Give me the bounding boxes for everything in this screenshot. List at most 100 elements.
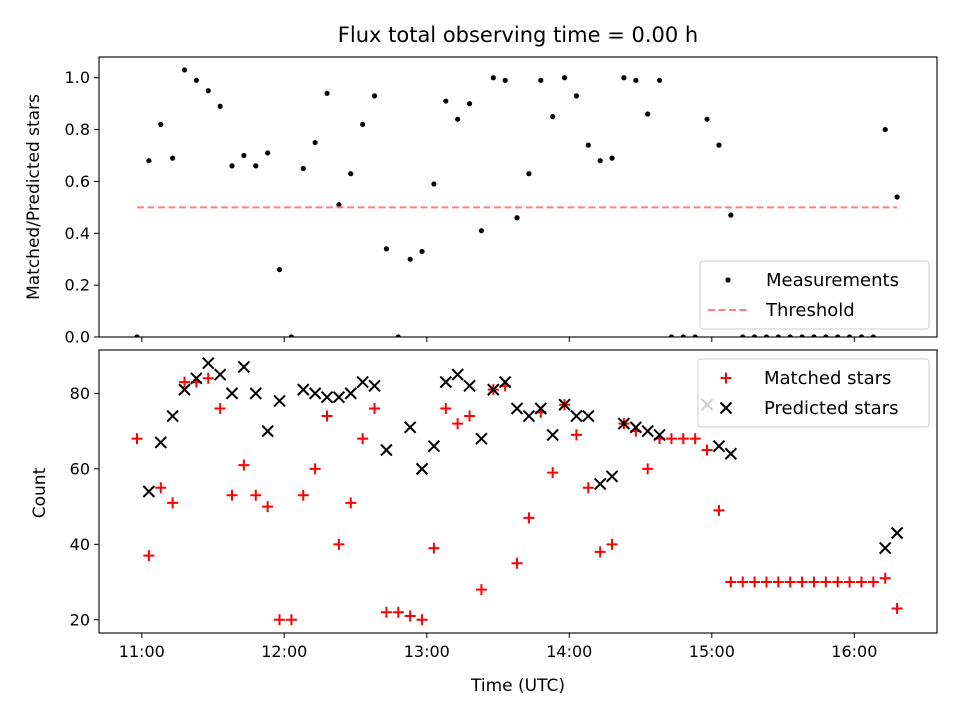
y-tick-label: 60 — [70, 459, 90, 478]
matched-star-marker — [380, 606, 392, 618]
matched-star-marker — [677, 433, 689, 445]
measurement-point — [466, 101, 473, 107]
measurement-point — [217, 103, 223, 109]
matched-star-marker — [665, 433, 677, 445]
x-axis-label: Time (UTC) — [470, 676, 565, 696]
measurement-point — [300, 165, 306, 172]
legend-box — [699, 260, 930, 330]
x-tick-label: 16:00 — [831, 642, 877, 661]
predicted-star-marker — [166, 409, 179, 423]
measurement-point — [170, 155, 176, 161]
matched-star-marker — [392, 606, 404, 618]
x-tick-label: 15:00 — [689, 642, 735, 661]
bottom-y-axis-label: Count — [30, 467, 50, 518]
measurement-point — [704, 116, 710, 122]
predicted-star-marker — [320, 390, 334, 404]
matched-star-marker — [784, 576, 796, 588]
legend-plus-marker — [720, 372, 732, 384]
matched-star-marker — [606, 538, 618, 550]
predicted-star-marker — [332, 390, 346, 404]
axes-frame — [98, 349, 938, 634]
measurement-point — [728, 212, 734, 218]
bottom-panel: 20 40 60 80 11:00 12:00 13:00 14:00 15:00 16:00 Ma… — [70, 349, 938, 661]
measurement-point — [882, 126, 888, 133]
y-tick-label: 0.8 — [65, 120, 90, 139]
matched-star-marker — [262, 501, 274, 513]
matched-star-marker — [594, 546, 606, 558]
predicted-star-marker — [356, 375, 369, 389]
measurement-point — [276, 266, 283, 273]
matched-star-marker — [796, 576, 808, 588]
matched-star-marker — [867, 576, 879, 588]
legend: Measurements Threshold — [699, 260, 930, 330]
matched-star-marker — [879, 572, 891, 584]
matched-star-marker — [345, 497, 357, 509]
legend-x-marker — [719, 401, 733, 415]
measurement-point — [870, 334, 876, 337]
matched-star-marker — [475, 584, 487, 596]
legend-label: Measurements — [766, 270, 899, 291]
predicted-star-marker — [451, 368, 464, 381]
top-y-axis-label: Matched/Predicted stars — [24, 94, 44, 300]
predicted-star-marker — [190, 372, 203, 385]
plot-area — [134, 67, 900, 337]
matched-star-marker — [297, 489, 309, 501]
matched-star-marker — [701, 444, 713, 456]
matched-star-marker — [131, 433, 143, 445]
measurement-point — [894, 194, 900, 200]
predicted-star-marker — [712, 440, 726, 453]
measurement-point — [585, 142, 591, 148]
predicted-star-marker — [617, 417, 631, 430]
measurement-point — [455, 116, 461, 122]
predicted-star-marker — [178, 383, 191, 396]
predicted-star-marker — [593, 477, 607, 491]
measurement-point — [763, 334, 770, 337]
predicted-star-marker — [475, 432, 488, 445]
measurement-point — [656, 77, 663, 83]
measurement-point — [561, 75, 568, 81]
measurement-point — [751, 334, 758, 337]
y-tick-label: 40 — [70, 535, 90, 554]
measurement-point — [490, 75, 496, 81]
predicted-star-marker — [308, 387, 322, 400]
matched-star-marker — [891, 602, 903, 614]
predicted-star-marker — [273, 394, 286, 408]
predicted-star-marker — [415, 462, 429, 476]
measurement-point — [633, 77, 639, 83]
measurement-point — [134, 334, 140, 337]
matched-star-marker — [511, 557, 523, 569]
y-tick-label: 0.4 — [65, 224, 90, 243]
matched-star-marker — [321, 410, 333, 422]
predicted-star-marker — [225, 387, 239, 400]
measurement-point — [253, 163, 259, 169]
legend-point-marker — [725, 277, 731, 283]
measurement-point — [431, 181, 437, 187]
matched-star-marker — [582, 482, 594, 494]
matched-star-marker — [749, 576, 761, 588]
measurement-point — [371, 93, 378, 99]
predicted-star-marker — [380, 443, 393, 457]
matched-star-marker — [464, 410, 476, 422]
chart-title: Flux total observing time = 0.00 h — [338, 23, 698, 47]
measurement-point — [146, 158, 152, 164]
legend-label: Predicted stars — [764, 398, 898, 419]
matched-star-marker — [285, 614, 297, 626]
matched-star-marker — [440, 402, 452, 414]
measurement-point — [668, 334, 675, 337]
matched-star-marker — [357, 433, 369, 445]
matched-star-marker — [820, 576, 832, 588]
predicted-star-marker — [890, 526, 904, 540]
measurement-point — [407, 256, 413, 262]
predicted-star-marker — [261, 424, 274, 438]
measurement-point — [205, 88, 211, 94]
predicted-star-marker — [439, 375, 452, 389]
y-tick-label: 0.6 — [65, 172, 90, 191]
matched-star-marker — [369, 402, 381, 414]
predicted-star-marker — [653, 428, 666, 442]
predicted-star-marker — [202, 356, 215, 370]
x-tick-label: 13:00 — [404, 642, 450, 661]
matched-star-marker — [547, 467, 559, 479]
measurement-point — [419, 248, 425, 255]
matched-star-marker — [155, 482, 167, 494]
measurement-point — [823, 334, 829, 337]
